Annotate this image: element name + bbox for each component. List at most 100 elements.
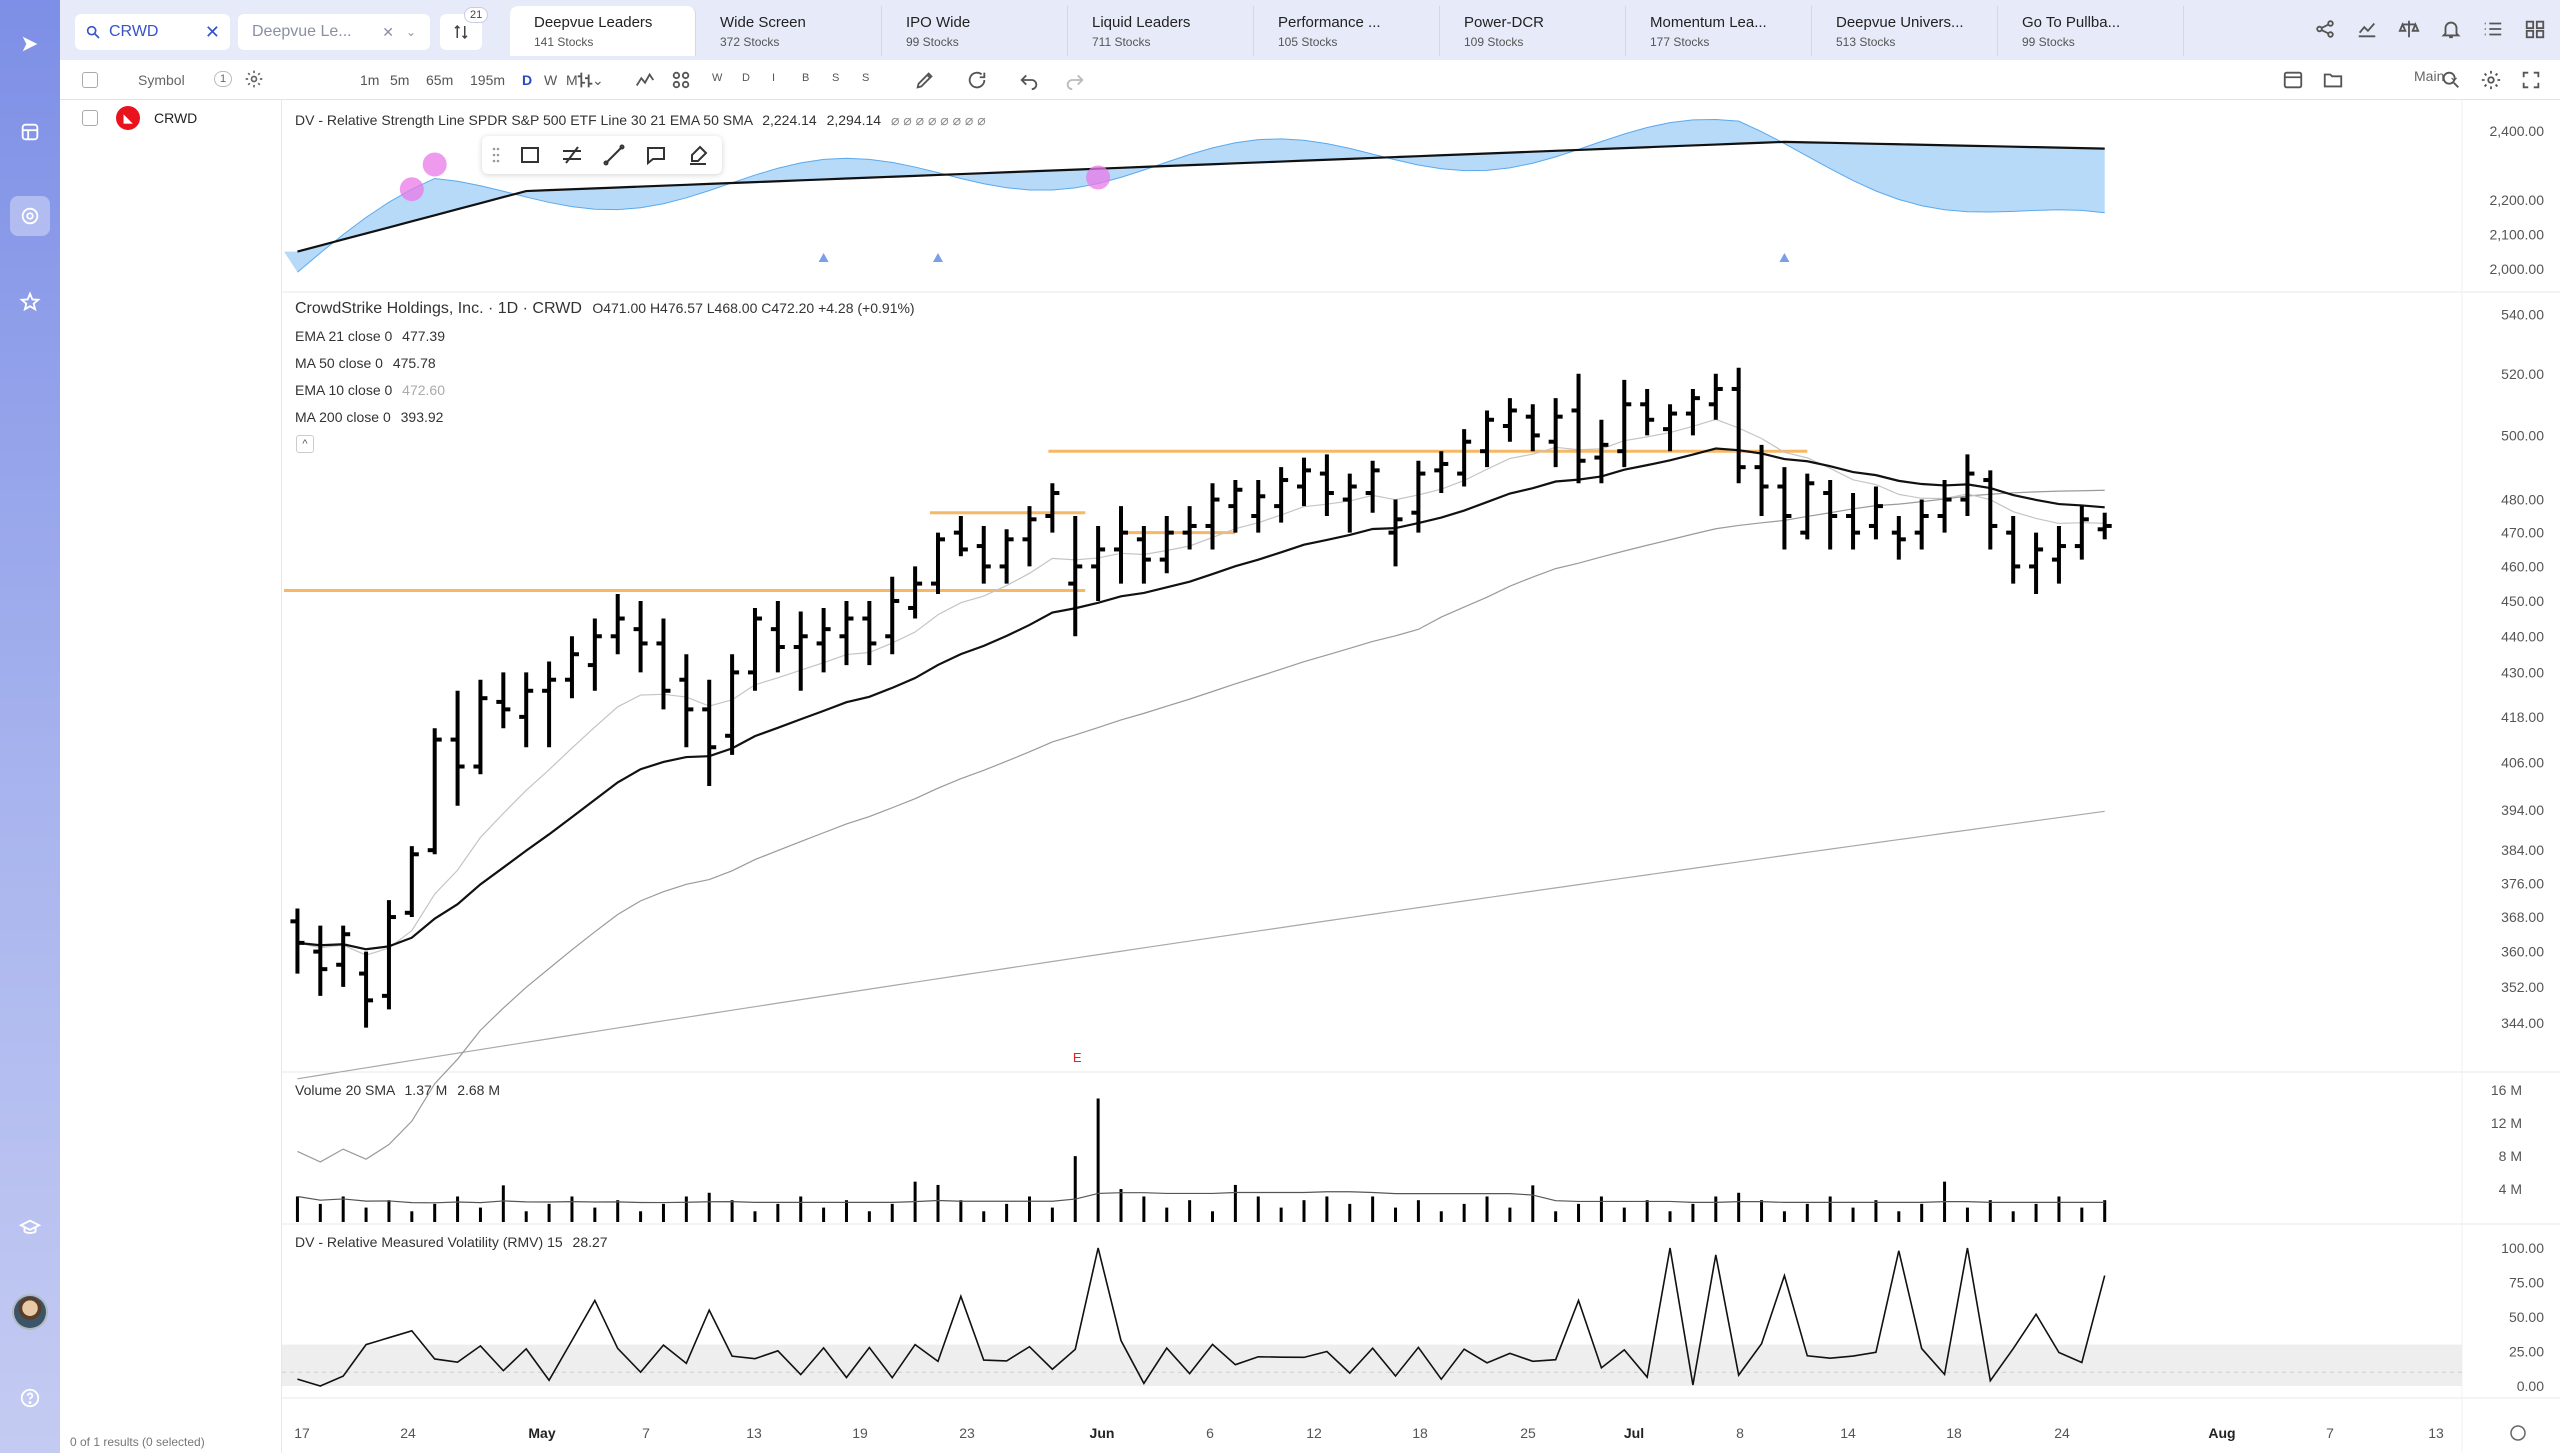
indicator-legend-row[interactable]: EMA 21 close 0 477.39 [295, 328, 445, 344]
folder-icon[interactable] [2322, 69, 2344, 91]
avatar[interactable] [12, 1294, 48, 1330]
charts-icon[interactable] [10, 196, 50, 236]
star-icon[interactable] [10, 282, 50, 322]
scale-icon[interactable] [2398, 18, 2420, 40]
chevron-down-icon[interactable]: ⌄ [592, 72, 604, 88]
sort-icon [454, 24, 468, 40]
rmv-axis-label: 50.00 [2509, 1309, 2544, 1325]
ohlc-bar [1319, 454, 1334, 517]
ticker-label: CRWD [154, 110, 198, 126]
chart-line-icon[interactable] [2356, 18, 2378, 40]
x-axis-label: 8 [1736, 1425, 1744, 1441]
clear-watchlist-icon[interactable]: ✕ [382, 23, 394, 40]
search-input[interactable]: CRWD ✕ [75, 14, 230, 50]
ohlc-bar [473, 679, 488, 775]
watchlist-tab[interactable]: Liquid Leaders 711 Stocks [1068, 6, 1254, 56]
interval-option[interactable]: 5m [390, 72, 410, 88]
interval-option[interactable]: W [544, 72, 558, 88]
quick-pill[interactable]: W [712, 72, 723, 84]
ohlc-bar [930, 532, 945, 594]
list-item[interactable]: ◣ CRWD [60, 100, 282, 136]
clear-search-icon[interactable]: ✕ [204, 21, 220, 42]
indicator-value: 477.39 [402, 328, 445, 344]
share-icon[interactable] [2314, 18, 2336, 40]
watchlist-tab[interactable]: Deepvue Univers... 513 Stocks [1812, 6, 1998, 56]
ohlc-bar [290, 908, 305, 974]
indicator-legend-row[interactable]: EMA 10 close 0 472.60 [295, 382, 445, 398]
quick-pill[interactable]: I [772, 72, 776, 84]
ohlc-bar [1594, 419, 1609, 484]
watchlist-tab[interactable]: Momentum Lea... 177 Stocks [1626, 6, 1812, 56]
watchlist-tab[interactable]: Power-DCR 109 Stocks [1440, 6, 1626, 56]
quick-pill[interactable]: S [862, 72, 870, 84]
tab-count: 141 Stocks [534, 35, 594, 49]
watchlist-tab[interactable]: IPO Wide 99 Stocks [882, 6, 1068, 56]
ohlc-bar [1388, 499, 1403, 567]
x-axis-label: 17 [294, 1425, 310, 1441]
watchlist-tab[interactable]: Wide Screen 372 Stocks [696, 6, 882, 56]
watchlist-tab[interactable]: Performance ... 105 Stocks [1254, 6, 1440, 56]
interval-option[interactable]: D [522, 72, 533, 88]
interval-option[interactable]: 195m [470, 72, 506, 88]
ohlc-bar [1091, 525, 1106, 601]
trendline-tool-icon[interactable] [602, 143, 626, 167]
indicator-legend-row[interactable]: MA 50 close 0 475.78 [295, 355, 436, 371]
fib-tool-icon[interactable] [560, 143, 584, 167]
redo-icon[interactable] [1064, 69, 1086, 91]
ohlc-bar [2097, 512, 2112, 540]
comment-tool-icon[interactable] [644, 143, 668, 167]
ohlc-bar [885, 576, 900, 655]
interval-option[interactable]: M [566, 72, 578, 88]
rs-legend-label: DV - Relative Strength Line SPDR S&P 500… [295, 112, 753, 128]
pencil-icon[interactable] [914, 69, 936, 91]
price-chart[interactable]: E 540.00 520.00 500.00 480.00 470.00 460.00 450… [282, 100, 2560, 1453]
x-axis-label: 7 [2326, 1425, 2334, 1441]
volume-axis-label: 4 M [2499, 1181, 2522, 1197]
tab-name: Wide Screen [720, 14, 806, 31]
logo-icon[interactable] [10, 24, 50, 64]
screener-icon[interactable] [10, 112, 50, 152]
fullscreen-icon[interactable] [2520, 69, 2542, 91]
rs-new-high-marker [422, 152, 447, 177]
gear-icon[interactable] [244, 69, 264, 89]
price-axis-label: 500.00 [2501, 427, 2544, 443]
volume-legend: Volume 20 SMA 1.37 M 2.68 M [295, 1082, 500, 1098]
rmv-axis-label: 75.00 [2509, 1275, 2544, 1291]
quick-pill[interactable]: D [742, 72, 750, 84]
watchlist-select[interactable]: Deepvue Le... ✕ ⌄ [238, 14, 430, 50]
tab-count: 513 Stocks [1836, 35, 1896, 49]
volume-value-1: 1.37 M [404, 1082, 448, 1098]
indicators-icon[interactable] [634, 69, 656, 91]
rectangle-tool-icon[interactable] [518, 143, 542, 167]
row-checkbox[interactable] [82, 110, 98, 126]
watchlist-tab[interactable]: Deepvue Leaders 141 Stocks [510, 6, 696, 56]
select-all-checkbox[interactable] [82, 72, 98, 88]
drag-handle-icon[interactable] [492, 146, 500, 164]
refresh-icon[interactable] [966, 69, 988, 91]
quick-pill[interactable]: S [832, 72, 840, 84]
interval-option[interactable]: 1m [360, 72, 380, 88]
list-view-icon[interactable] [2482, 18, 2504, 40]
bar-type-icon[interactable] [574, 69, 596, 91]
ohlc-bar [427, 728, 442, 855]
templates-icon[interactable] [670, 69, 692, 91]
rmv-legend: DV - Relative Measured Volatility (RMV) … [295, 1234, 608, 1250]
learn-icon[interactable] [10, 1208, 50, 1248]
brush-tool-icon[interactable] [686, 143, 710, 167]
ohlc-bar [1685, 388, 1700, 436]
indicator-legend-row[interactable]: MA 200 close 0 393.92 [295, 409, 443, 425]
price-axis-label: 384.00 [2501, 842, 2544, 858]
settings-icon[interactable] [2480, 69, 2502, 91]
symbol-column-header[interactable]: Symbol [138, 72, 185, 88]
watchlist-tab[interactable]: Go To Pullba... 99 Stocks [1998, 6, 2184, 56]
chart-area[interactable]: E 540.00 520.00 500.00 480.00 470.00 460.00 450… [282, 100, 2560, 1453]
help-icon[interactable] [10, 1378, 50, 1418]
grid-view-icon[interactable] [2524, 18, 2546, 40]
bell-icon[interactable] [2440, 18, 2462, 40]
layout-icon[interactable] [2282, 69, 2304, 91]
interval-option[interactable]: 65m [426, 72, 454, 88]
undo-icon[interactable] [1018, 69, 1040, 91]
zoom-icon[interactable] [2440, 69, 2462, 91]
collapse-legend-button[interactable]: ^ [296, 435, 314, 453]
quick-pill[interactable]: B [802, 72, 810, 84]
